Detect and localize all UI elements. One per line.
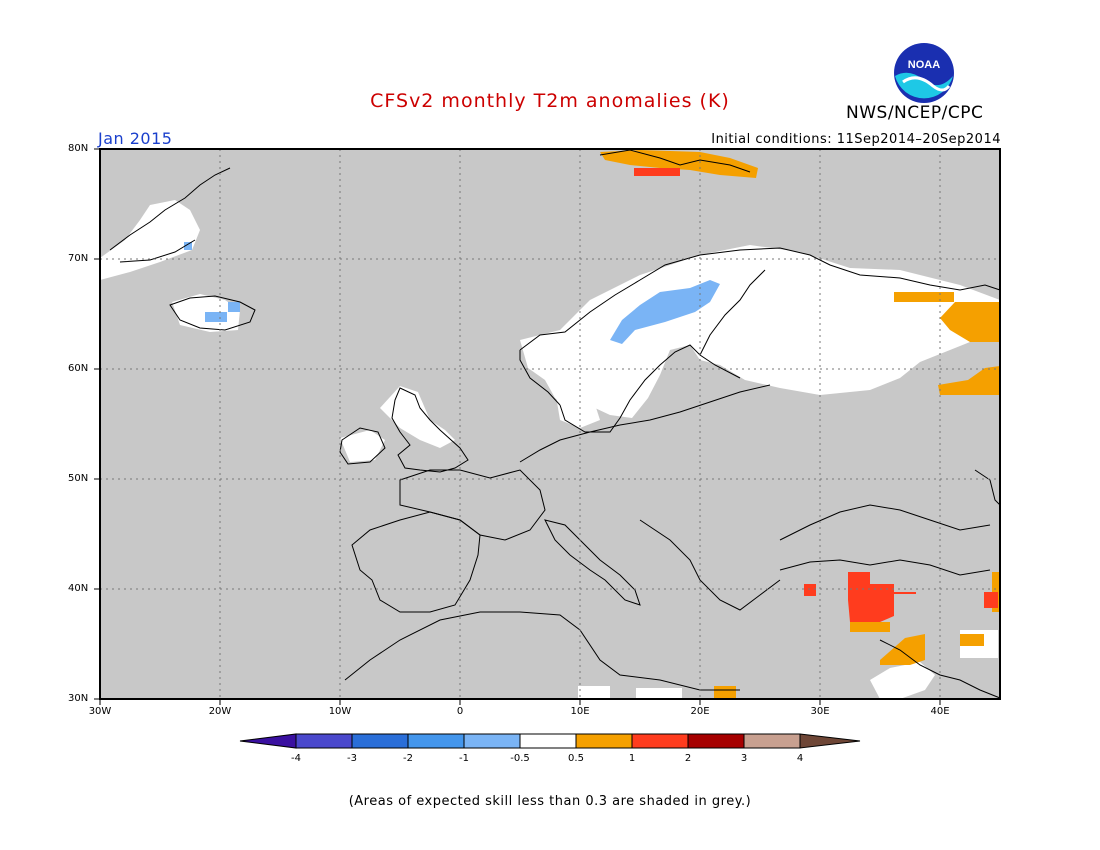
svg-text:NOAA: NOAA xyxy=(908,59,940,71)
colorbar-arrow-high xyxy=(799,733,861,749)
grid-lines xyxy=(100,149,1000,699)
colorbar-label: 3 xyxy=(740,753,748,764)
agency-label: NWS/NCEP/CPC xyxy=(846,103,984,123)
colorbar-box xyxy=(351,733,409,749)
initial-conditions: Initial conditions: 11Sep2014–20Sep2014 xyxy=(711,132,1001,147)
colorbar xyxy=(239,733,861,749)
lon-label: 40E xyxy=(930,706,950,717)
lon-label: 10E xyxy=(570,706,590,717)
colorbar-label: 0.5 xyxy=(568,753,584,764)
colorbar-box xyxy=(687,733,745,749)
lat-label: 40N xyxy=(68,583,89,594)
noaa-logo: NOAA xyxy=(894,43,954,103)
colorbar-label: -2 xyxy=(403,753,413,764)
lon-label: 30W xyxy=(88,706,112,717)
coastlines xyxy=(109,149,1001,699)
colorbar-label: -4 xyxy=(291,753,301,764)
map-frame xyxy=(99,148,1001,700)
lat-label: 50N xyxy=(68,473,89,484)
colorbar-label: 1 xyxy=(628,753,636,764)
colorbar-box xyxy=(575,733,633,749)
negative-anomaly-area xyxy=(184,242,720,344)
lat-label: 30N xyxy=(68,693,89,704)
lat-label: 70N xyxy=(68,253,89,264)
colorbar-label: -0.5 xyxy=(510,753,530,764)
colorbar-box xyxy=(407,733,465,749)
colorbar-box xyxy=(463,733,521,749)
colorbar-label: -1 xyxy=(459,753,469,764)
colorbar-box xyxy=(743,733,801,749)
colorbar-box xyxy=(631,733,689,749)
lon-label: 20E xyxy=(690,706,710,717)
colorbar-arrow-low xyxy=(239,733,297,749)
lon-label: 30E xyxy=(810,706,830,717)
lon-label: 20W xyxy=(208,706,232,717)
colorbar-box xyxy=(295,733,353,749)
colorbar-label: -3 xyxy=(347,753,357,764)
forecast-month: Jan 2015 xyxy=(98,129,173,148)
chart-title: CFSv2 monthly T2m anomalies (K) xyxy=(370,90,730,112)
lon-label: 10W xyxy=(328,706,352,717)
neutral-anomaly-area xyxy=(100,200,1000,699)
positive-anomaly-area-1 xyxy=(600,150,1000,699)
lat-label: 80N xyxy=(68,143,89,154)
colorbar-label: 2 xyxy=(684,753,692,764)
lat-label: 60N xyxy=(68,363,89,374)
positive-anomaly-area-2 xyxy=(634,168,998,622)
footnote: (Areas of expected skill less than 0.3 a… xyxy=(348,794,752,809)
lon-label: 0 xyxy=(456,706,464,717)
colorbar-label: 4 xyxy=(796,753,804,764)
colorbar-box xyxy=(519,733,577,749)
